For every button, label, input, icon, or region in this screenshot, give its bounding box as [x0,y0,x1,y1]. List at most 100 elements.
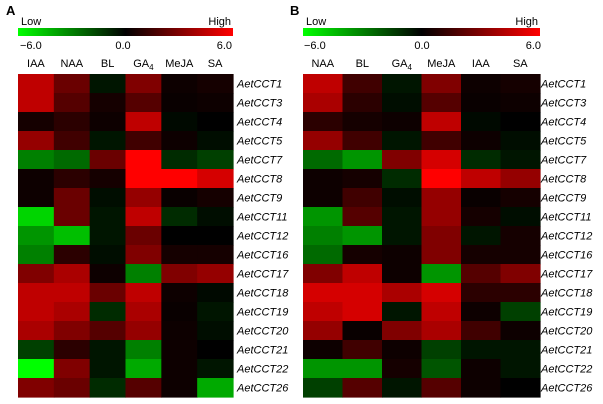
heatmap-cell [500,150,541,170]
heatmap-cell [125,245,162,265]
heatmap-cell [161,207,198,227]
heatmap-cell [53,169,91,189]
heatmap-cell [53,302,91,322]
heatmap-cell [461,302,502,322]
heatmap-cell [461,245,502,265]
heatmap-panel-b: B Low High −6.0 0.0 6.0 NAA BL GA4 MeJA IAA S… [290,3,593,398]
row-label: AetCCT5 [540,136,587,148]
row-label: AetCCT16 [540,250,593,262]
heatmap-cell [342,321,383,341]
heatmap-cell [461,93,502,113]
heatmap-cell [500,188,541,208]
heatmap-cell [303,264,344,284]
panel-letter: B [290,3,299,18]
heatmap-cell [461,112,502,132]
row-label: AetCCT20 [236,326,289,338]
row-label: AetCCT19 [540,307,592,319]
heatmap-cell [161,131,198,151]
heatmap-cell [342,112,383,132]
heatmap-cell [197,321,234,341]
row-label: AetCCT18 [540,288,593,300]
heatmap-cell [18,150,55,170]
heatmap-cell [500,131,541,151]
heatmap-cell [125,321,162,341]
scale-max-label: 6.0 [526,40,541,52]
heatmap-cell [125,283,162,303]
heatmap-cell [421,188,462,208]
column-label: BL [101,58,114,70]
heatmap-cell [342,226,383,246]
heatmap-cell [303,321,344,341]
heatmap-cell [18,264,55,284]
heatmap-cell [342,188,383,208]
heatmap-cell [161,302,198,322]
heatmap-cell [421,321,462,341]
heatmap-cell [161,264,198,284]
heatmap-cell [421,112,462,132]
heatmap-cell [161,169,198,189]
heatmap-cell [303,245,344,265]
scale-mid-label: 0.0 [414,40,429,52]
heatmap-cell [500,226,541,246]
heatmap-cell [303,74,344,94]
heatmap-cell [18,340,55,360]
heatmap-cell [18,169,55,189]
heatmap-cell [197,93,234,113]
heatmap-cell [18,378,55,398]
heatmap-cell [125,378,162,398]
heatmap-cell [125,340,162,360]
heatmap-cell [89,226,127,246]
heatmap-cell [89,150,127,170]
heatmap-cell [382,245,423,265]
heatmap-cell [53,131,91,151]
heatmap-cell [461,264,502,284]
heatmap-cell [382,302,423,322]
heatmap-cell [161,188,198,208]
row-label: AetCCT1 [236,79,282,91]
heatmap-cell [500,112,541,132]
heatmap-cell [382,321,423,341]
heatmap-cell [342,264,383,284]
column-label: NAA [311,58,334,70]
heatmap-cell [197,150,234,170]
column-label: NAA [60,58,83,70]
heatmap-cell [461,150,502,170]
column-label: BL [356,58,369,70]
heatmap-cell [342,378,383,398]
heatmap-cell [303,150,344,170]
heatmap-cell [161,359,198,379]
heatmap-cell [161,340,198,360]
row-label: AetCCT3 [540,98,587,110]
heatmap-cell [53,359,91,379]
heatmap-cell [89,359,127,379]
heatmap-cell [461,169,502,189]
heatmap-cell [500,359,541,379]
heatmap-cell [18,207,55,227]
heatmap-cell [461,340,502,360]
heatmap-cell [89,264,127,284]
heatmap-cell [53,207,91,227]
heatmap-cell [89,207,127,227]
heatmap-cell [161,74,198,94]
heatmap-cell [161,150,198,170]
heatmap-cell [500,321,541,341]
heatmap-cell [421,74,462,94]
heatmap-cell [461,378,502,398]
heatmap-cell [18,74,55,94]
heatmap-cell [342,150,383,170]
heatmap-cell [89,340,127,360]
column-label: IAA [472,58,490,70]
column-label: MeJA [427,58,456,70]
column-label: GA4 [133,58,154,72]
heatmap-cell [500,302,541,322]
row-label: AetCCT8 [540,174,587,186]
column-label: SA [208,58,223,70]
row-label: AetCCT21 [236,345,288,357]
heatmap-cell [197,188,234,208]
row-label: AetCCT4 [540,117,586,129]
row-label: AetCCT12 [540,231,592,243]
heatmap-cell [18,188,55,208]
scale-low-label: Low [306,16,326,28]
heatmap-cell [382,131,423,151]
heatmap-cell [342,359,383,379]
